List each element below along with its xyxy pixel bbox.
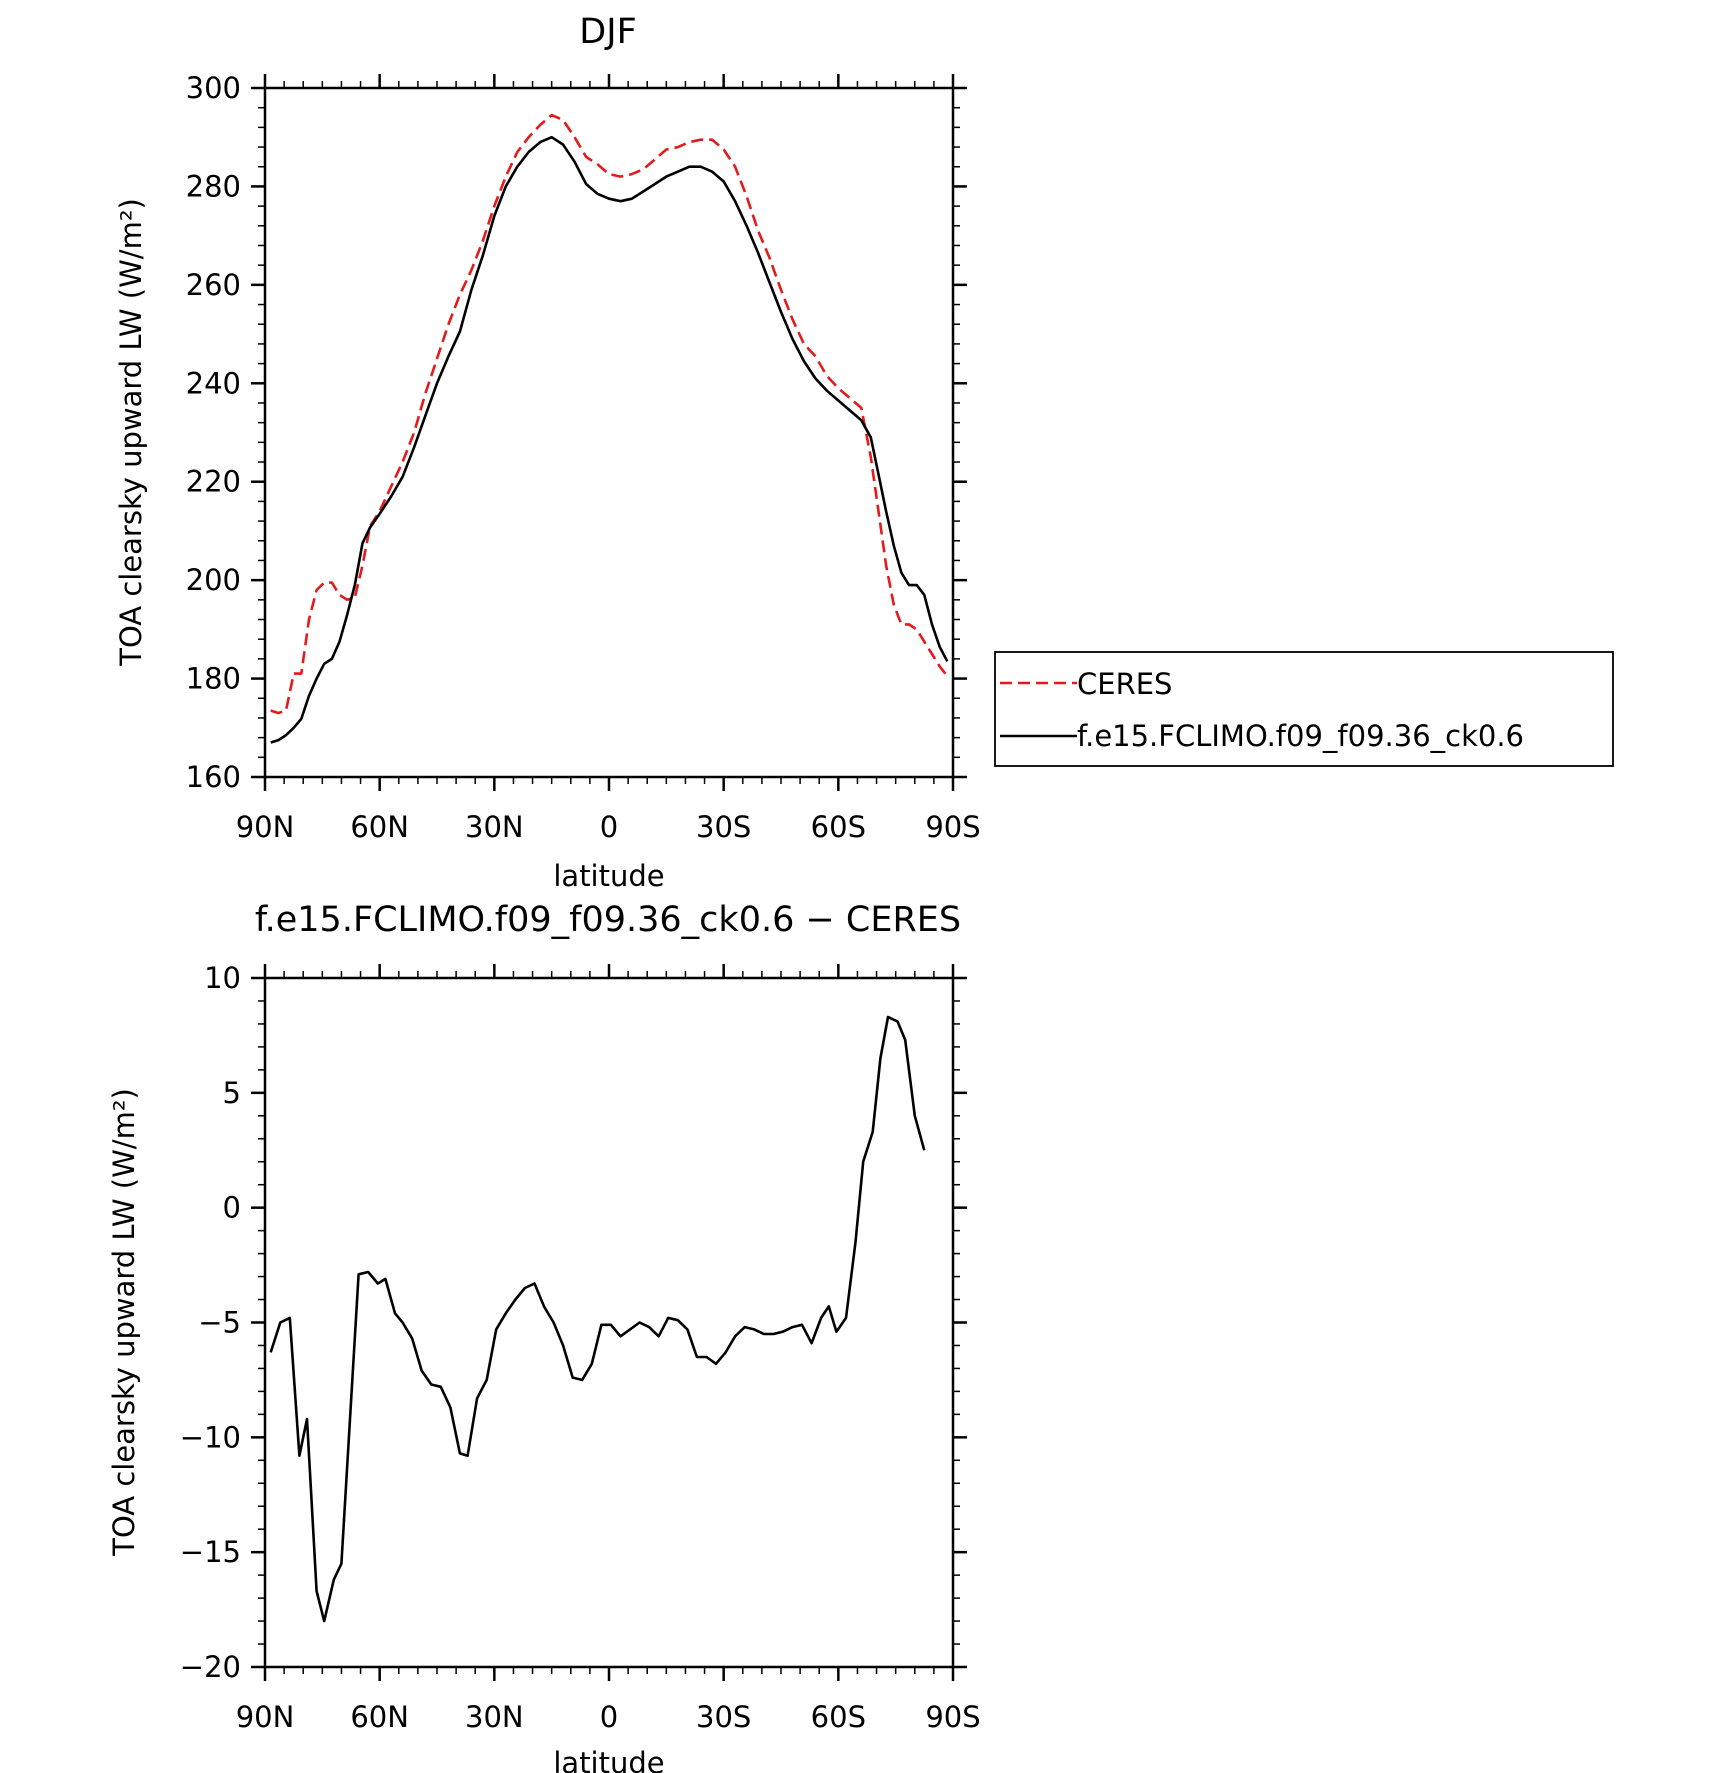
series-line-ceres [270,113,949,715]
y-tick-label: −10 [180,1420,241,1454]
y-tick-label: 10 [204,961,241,995]
bottom-panel: f.e15.FCLIMO.f09_f09.36_ck0.6 − CERES −2… [107,900,981,1773]
bottom-panel-axes: −20 −15 −10 −5 0 5 10 90N 60N 30N 0 30S 60S 90S [180,961,981,1734]
x-tick-label: 30S [696,810,751,844]
legend: CERES f.e15.FCLIMO.f09_f09.36_ck0.6 [994,651,1614,767]
bottom-panel-frame [263,976,955,1669]
bottom-panel-y-axis-title: TOA clearsky upward LW (W/m²) [107,1088,141,1557]
top-panel: DJF 160 180 200 220 240 260 280 300 90N 60N 30N 0 30… [114,12,1614,893]
x-tick-label: 30S [696,1700,751,1734]
x-tick-label: 90N [236,1700,295,1734]
y-tick-label: 300 [186,71,241,105]
top-panel-axes: 160 180 200 220 240 260 280 300 90N 60N 30N 0 30S 60S… [186,71,981,844]
y-tick-label: −5 [198,1306,241,1340]
top-panel-y-axis-title: TOA clearsky upward LW (W/m²) [114,198,148,667]
y-tick-label: 240 [186,366,241,400]
x-tick-label: 0 [600,1700,618,1734]
x-tick-label: 60S [811,810,866,844]
series-line-panel1-0 [269,1015,926,1623]
y-tick-label: 260 [186,268,241,302]
y-tick-label: 180 [186,662,241,696]
bottom-panel-title: f.e15.FCLIMO.f09_f09.36_ck0.6 − CERES [255,900,961,940]
y-tick-label: −15 [180,1535,241,1569]
y-tick-label: 200 [186,563,241,597]
x-tick-label: 30N [465,810,524,844]
y-tick-label: 160 [186,760,241,794]
x-tick-label: 60N [350,810,409,844]
legend-label-ceres: CERES [1077,667,1172,701]
y-tick-label: 220 [186,465,241,499]
y-tick-label: −20 [180,1650,241,1684]
x-tick-label: 90N [236,810,295,844]
series-line-f-e15-fclimo-f09-f09-36-ck0-6 [270,135,949,744]
top-panel-series-lines [270,113,949,744]
top-panel-frame [263,86,955,779]
x-tick-label: 30N [465,1700,524,1734]
legend-box [994,651,1614,767]
top-panel-x-axis-title: latitude [553,859,664,893]
y-tick-label: 280 [186,169,241,203]
x-tick-label: 90S [925,810,980,844]
top-panel-title: DJF [579,12,636,52]
x-tick-label: 60S [811,1700,866,1734]
bottom-panel-x-axis-title: latitude [553,1746,664,1773]
y-tick-label: 0 [223,1191,241,1225]
x-tick-label: 60N [350,1700,409,1734]
y-tick-label: 5 [223,1076,241,1110]
x-tick-label: 90S [925,1700,980,1734]
x-tick-label: 0 [600,810,618,844]
legend-label-model: f.e15.FCLIMO.f09_f09.36_ck0.6 [1077,719,1524,753]
bottom-panel-series-lines [269,1015,926,1623]
